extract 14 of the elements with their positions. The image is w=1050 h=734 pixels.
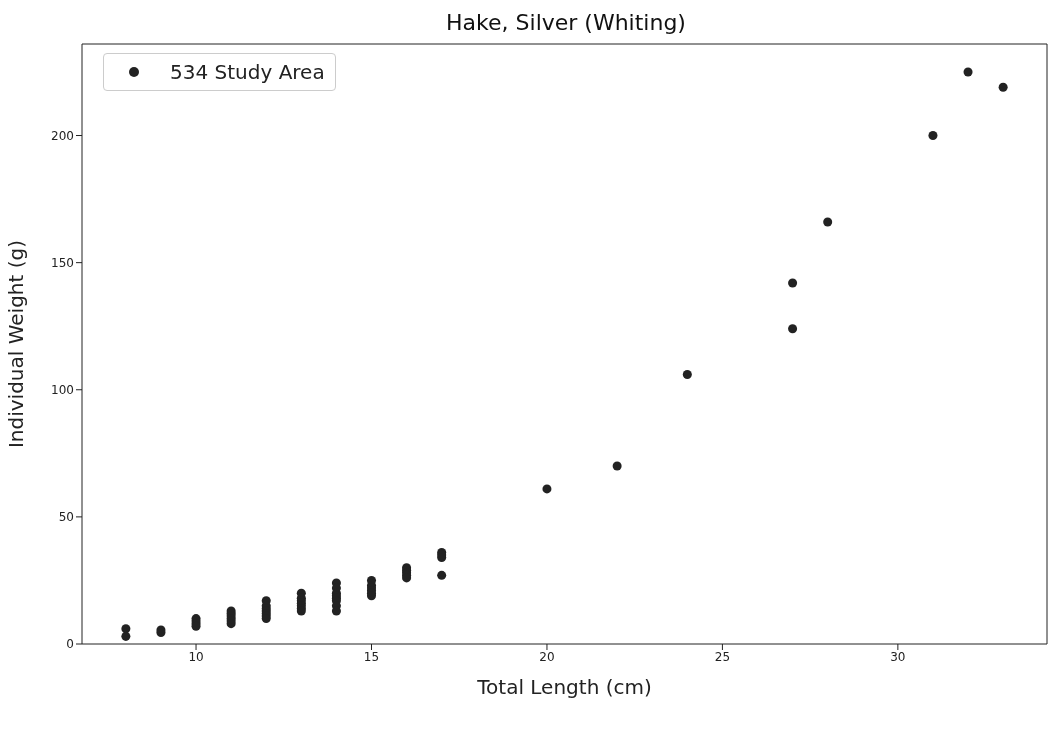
x-tick-label: 10 xyxy=(188,649,204,664)
x-tick-label: 20 xyxy=(539,649,555,664)
y-axis-title: Individual Weight (g) xyxy=(4,239,29,449)
y-tick-label: 200 xyxy=(51,128,74,143)
x-tick-label: 25 xyxy=(714,649,731,664)
chart-title: Hake, Silver (Whiting) xyxy=(445,10,687,35)
x-tick-label: 30 xyxy=(890,649,906,664)
y-tick-label: 50 xyxy=(58,510,74,525)
y-tick-label: 0 xyxy=(66,637,74,652)
y-tick-label: 100 xyxy=(51,383,74,398)
y-tick-label: 150 xyxy=(51,255,74,270)
legend-label: 534 Study Area xyxy=(170,60,325,84)
x-axis-title: Total Length (cm) xyxy=(476,675,652,699)
x-tick-label: 15 xyxy=(363,649,380,664)
